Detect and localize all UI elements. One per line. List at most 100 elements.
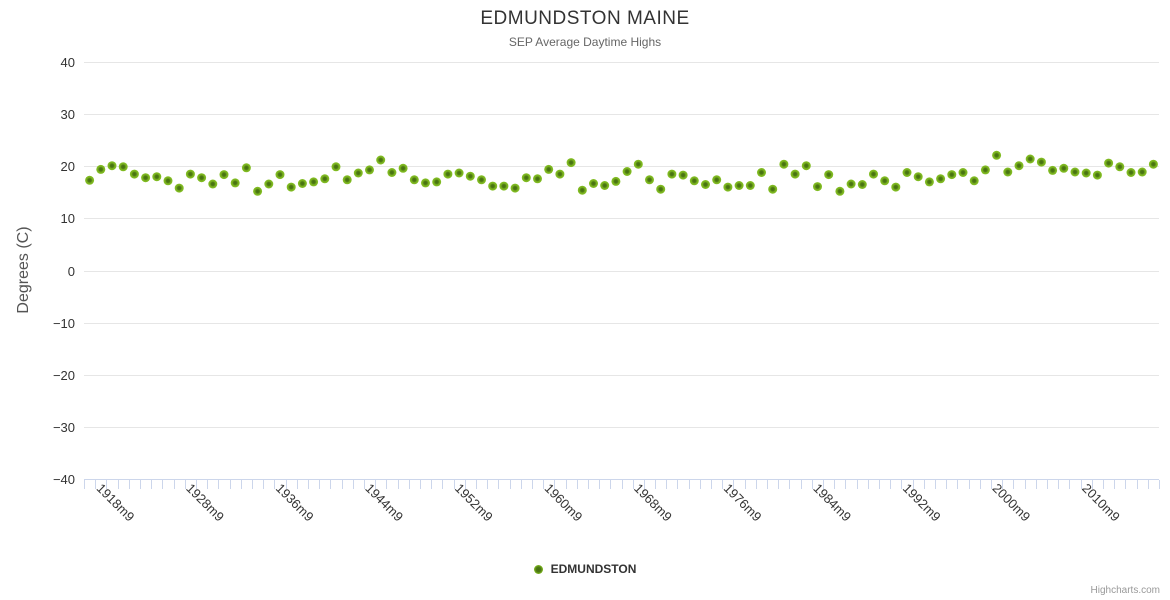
data-point[interactable] (1104, 158, 1114, 168)
data-point[interactable] (197, 173, 207, 183)
data-point[interactable] (365, 165, 374, 175)
data-point[interactable] (801, 161, 811, 171)
data-point[interactable] (1059, 163, 1069, 173)
data-point[interactable] (555, 169, 565, 179)
data-point[interactable] (611, 176, 621, 186)
data-point[interactable] (129, 169, 139, 179)
data-point[interactable] (790, 169, 800, 179)
data-point[interactable] (1025, 154, 1035, 164)
data-point[interactable] (253, 186, 263, 196)
data-point[interactable] (678, 170, 688, 180)
data-point[interactable] (1115, 162, 1125, 172)
data-point[interactable] (465, 171, 475, 181)
data-point[interactable] (723, 182, 733, 192)
data-point[interactable] (510, 183, 520, 193)
data-point[interactable] (969, 176, 979, 186)
data-point[interactable] (544, 164, 554, 174)
data-point[interactable] (96, 164, 106, 174)
data-point[interactable] (208, 179, 218, 189)
data-point[interactable] (902, 168, 912, 177)
data-point[interactable] (174, 183, 184, 193)
data-point[interactable] (992, 150, 1002, 160)
data-point[interactable] (1126, 168, 1136, 177)
data-point[interactable] (633, 159, 643, 169)
data-point[interactable] (141, 173, 151, 183)
data-point[interactable] (421, 178, 430, 188)
data-point[interactable] (1137, 167, 1147, 177)
data-point[interactable] (1048, 165, 1058, 175)
data-point[interactable] (409, 175, 419, 185)
data-point[interactable] (264, 179, 274, 189)
data-point[interactable] (118, 162, 128, 172)
data-point[interactable] (488, 181, 498, 191)
data-point[interactable] (1092, 170, 1102, 180)
data-point[interactable] (600, 181, 610, 190)
data-point[interactable] (757, 168, 766, 177)
data-point[interactable] (1014, 161, 1024, 171)
data-point[interactable] (566, 158, 576, 168)
data-point[interactable] (824, 170, 834, 180)
data-point[interactable] (1003, 167, 1013, 177)
data-point[interactable] (309, 177, 319, 187)
y-axis-label: 10 (61, 211, 75, 226)
data-point[interactable] (521, 173, 531, 183)
data-point[interactable] (342, 175, 352, 185)
data-point[interactable] (980, 165, 990, 175)
data-point[interactable] (779, 159, 789, 169)
x-axis-label: 1944m9 (362, 481, 406, 525)
data-point[interactable] (432, 177, 442, 187)
data-point[interactable] (712, 175, 722, 185)
data-point[interactable] (880, 176, 890, 186)
data-point[interactable] (185, 169, 195, 179)
data-point[interactable] (958, 168, 968, 177)
data-point[interactable] (936, 174, 946, 184)
data-point[interactable] (813, 182, 822, 192)
data-point[interactable] (353, 168, 363, 178)
data-point[interactable] (835, 186, 845, 196)
data-point[interactable] (320, 174, 330, 184)
data-point[interactable] (152, 172, 162, 182)
highcharts-credits-link[interactable]: Highcharts.com (1090, 585, 1160, 596)
data-point[interactable] (734, 181, 744, 190)
data-point[interactable] (443, 169, 453, 179)
data-point[interactable] (533, 174, 542, 184)
data-point[interactable] (869, 169, 878, 179)
data-point[interactable] (331, 162, 341, 172)
data-point[interactable] (499, 181, 509, 191)
data-point[interactable] (241, 163, 251, 173)
data-point[interactable] (924, 177, 934, 187)
data-point[interactable] (589, 179, 598, 188)
data-point[interactable] (947, 170, 957, 180)
data-point[interactable] (891, 182, 901, 192)
data-point[interactable] (85, 175, 95, 185)
data-point[interactable] (577, 185, 587, 195)
data-point[interactable] (913, 172, 923, 182)
data-point[interactable] (857, 180, 867, 189)
legend-item-edmundston[interactable]: EDMUNDSTON (0, 562, 1170, 576)
data-point[interactable] (286, 182, 296, 192)
data-point[interactable] (656, 184, 666, 194)
data-point[interactable] (163, 176, 173, 186)
data-point[interactable] (645, 175, 654, 185)
data-point[interactable] (1070, 167, 1080, 177)
data-point[interactable] (275, 170, 285, 180)
data-point[interactable] (398, 163, 408, 173)
data-point[interactable] (1036, 157, 1046, 167)
data-point[interactable] (667, 169, 677, 179)
data-point[interactable] (376, 155, 386, 165)
data-point[interactable] (454, 168, 464, 178)
data-point[interactable] (387, 168, 397, 177)
data-point[interactable] (701, 180, 710, 189)
data-point[interactable] (230, 178, 240, 188)
data-point[interactable] (768, 184, 778, 194)
data-point[interactable] (477, 175, 486, 185)
data-point[interactable] (846, 179, 856, 189)
data-point[interactable] (745, 181, 755, 190)
data-point[interactable] (107, 161, 117, 171)
data-point[interactable] (219, 170, 229, 180)
data-point[interactable] (1148, 159, 1158, 169)
data-point[interactable] (622, 167, 632, 176)
data-point[interactable] (297, 179, 307, 188)
data-point[interactable] (1081, 168, 1091, 178)
data-point[interactable] (689, 176, 699, 186)
